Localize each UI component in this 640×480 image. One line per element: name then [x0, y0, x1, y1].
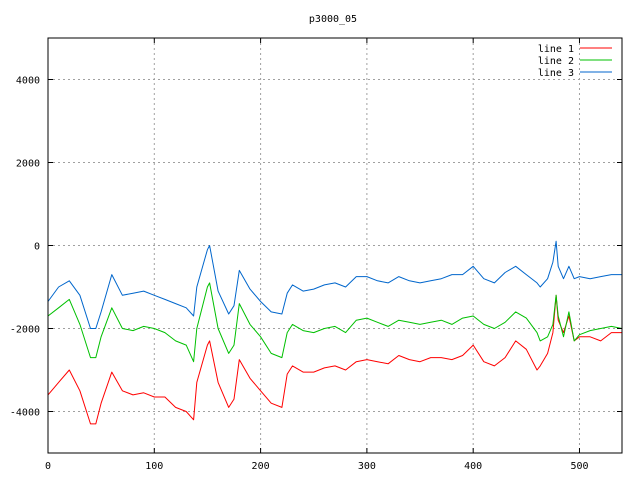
y-tick-label: -4000 — [10, 408, 40, 419]
series-line-3 — [47, 240, 622, 329]
grid — [48, 38, 622, 453]
x-tick-label: 300 — [358, 461, 376, 472]
legend-label: line 2 — [538, 56, 574, 67]
axis-ticks: 0 100 200 300 400 500 -4000 -2000 0 2000 4000 — [10, 38, 622, 472]
y-tick-label: 2000 — [16, 159, 40, 170]
x-tick-label: 100 — [145, 461, 163, 472]
chart-title: p3000_05 — [309, 14, 357, 25]
y-tick-label: 4000 — [16, 76, 40, 87]
legend-label: line 3 — [538, 68, 574, 79]
y-tick-label: -2000 — [10, 325, 40, 336]
x-tick-label: 0 — [45, 461, 51, 472]
x-tick-label: 500 — [570, 461, 588, 472]
y-tick-label: 0 — [34, 242, 40, 253]
legend-label: line 1 — [538, 44, 574, 55]
x-tick-label: 200 — [252, 461, 270, 472]
series-lines — [47, 240, 623, 425]
series-line-1 — [47, 294, 622, 425]
series-line-2 — [47, 282, 623, 363]
x-tick-label: 400 — [464, 461, 482, 472]
